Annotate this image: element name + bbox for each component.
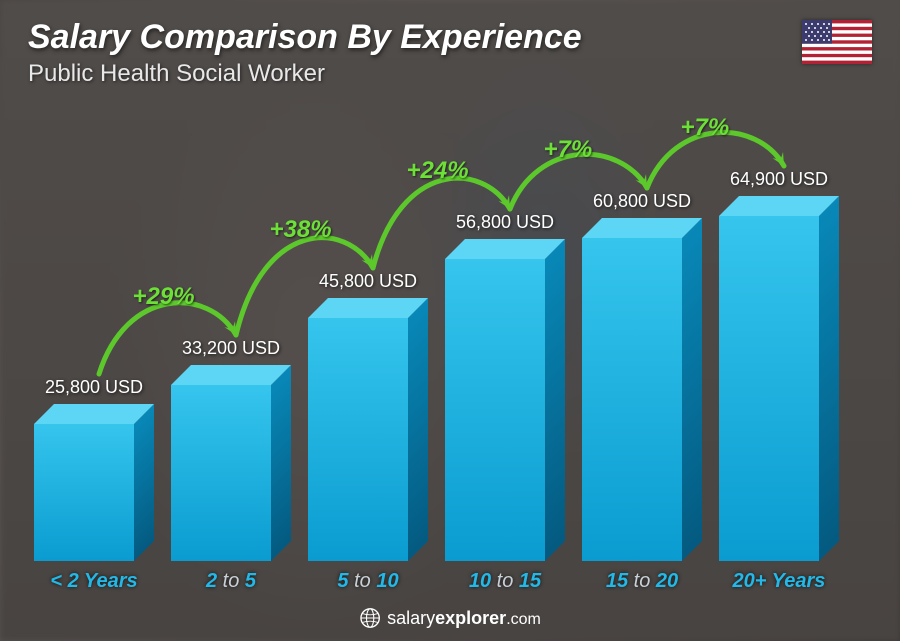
bar-front-face [719, 216, 819, 561]
bar-top-face [34, 404, 154, 424]
x-axis-label: < 2 Years [29, 570, 159, 593]
content-layer: Salary Comparison By Experience Public H… [0, 0, 900, 641]
salary-bar-chart: 25,800 USD< 2 Years33,200 USD2 to 545,80… [34, 123, 856, 593]
increase-label: +7% [681, 114, 730, 142]
brand-part-1: salary [387, 608, 435, 628]
page-subtitle: Public Health Social Worker [28, 60, 325, 88]
increase-label: +24% [407, 157, 469, 185]
brand-text: salaryexplorer.com [387, 608, 541, 629]
bar-front-face [582, 238, 682, 561]
bar-front-face [171, 385, 271, 561]
bar [582, 238, 702, 561]
page-title: Salary Comparison By Experience [28, 18, 582, 57]
x-axis-label: 15 to 20 [577, 570, 707, 593]
country-flag-icon [802, 20, 872, 64]
bar-side-face [682, 218, 702, 561]
bar-front-face [445, 259, 545, 561]
increase-label: +29% [133, 283, 195, 311]
x-axis-label: 20+ Years [714, 570, 844, 593]
bar-side-face [134, 404, 154, 561]
bar-side-face [271, 365, 291, 561]
brand-part-2: explorer [435, 608, 506, 628]
footer-brand: salaryexplorer.com [359, 607, 541, 629]
increase-label: +7% [544, 136, 593, 164]
x-axis-label: 5 to 10 [303, 570, 433, 593]
x-axis-label: 2 to 5 [166, 570, 296, 593]
bar-side-face [819, 196, 839, 561]
increase-label: +38% [270, 216, 332, 244]
bar-side-face [408, 298, 428, 561]
bar [445, 259, 565, 561]
bar [171, 385, 291, 561]
bar [719, 216, 839, 561]
brand-part-3: .com [506, 611, 541, 628]
x-axis-label: 10 to 15 [440, 570, 570, 593]
bar [34, 424, 154, 561]
globe-icon [359, 607, 381, 629]
bar-side-face [545, 239, 565, 561]
bar-front-face [34, 424, 134, 561]
